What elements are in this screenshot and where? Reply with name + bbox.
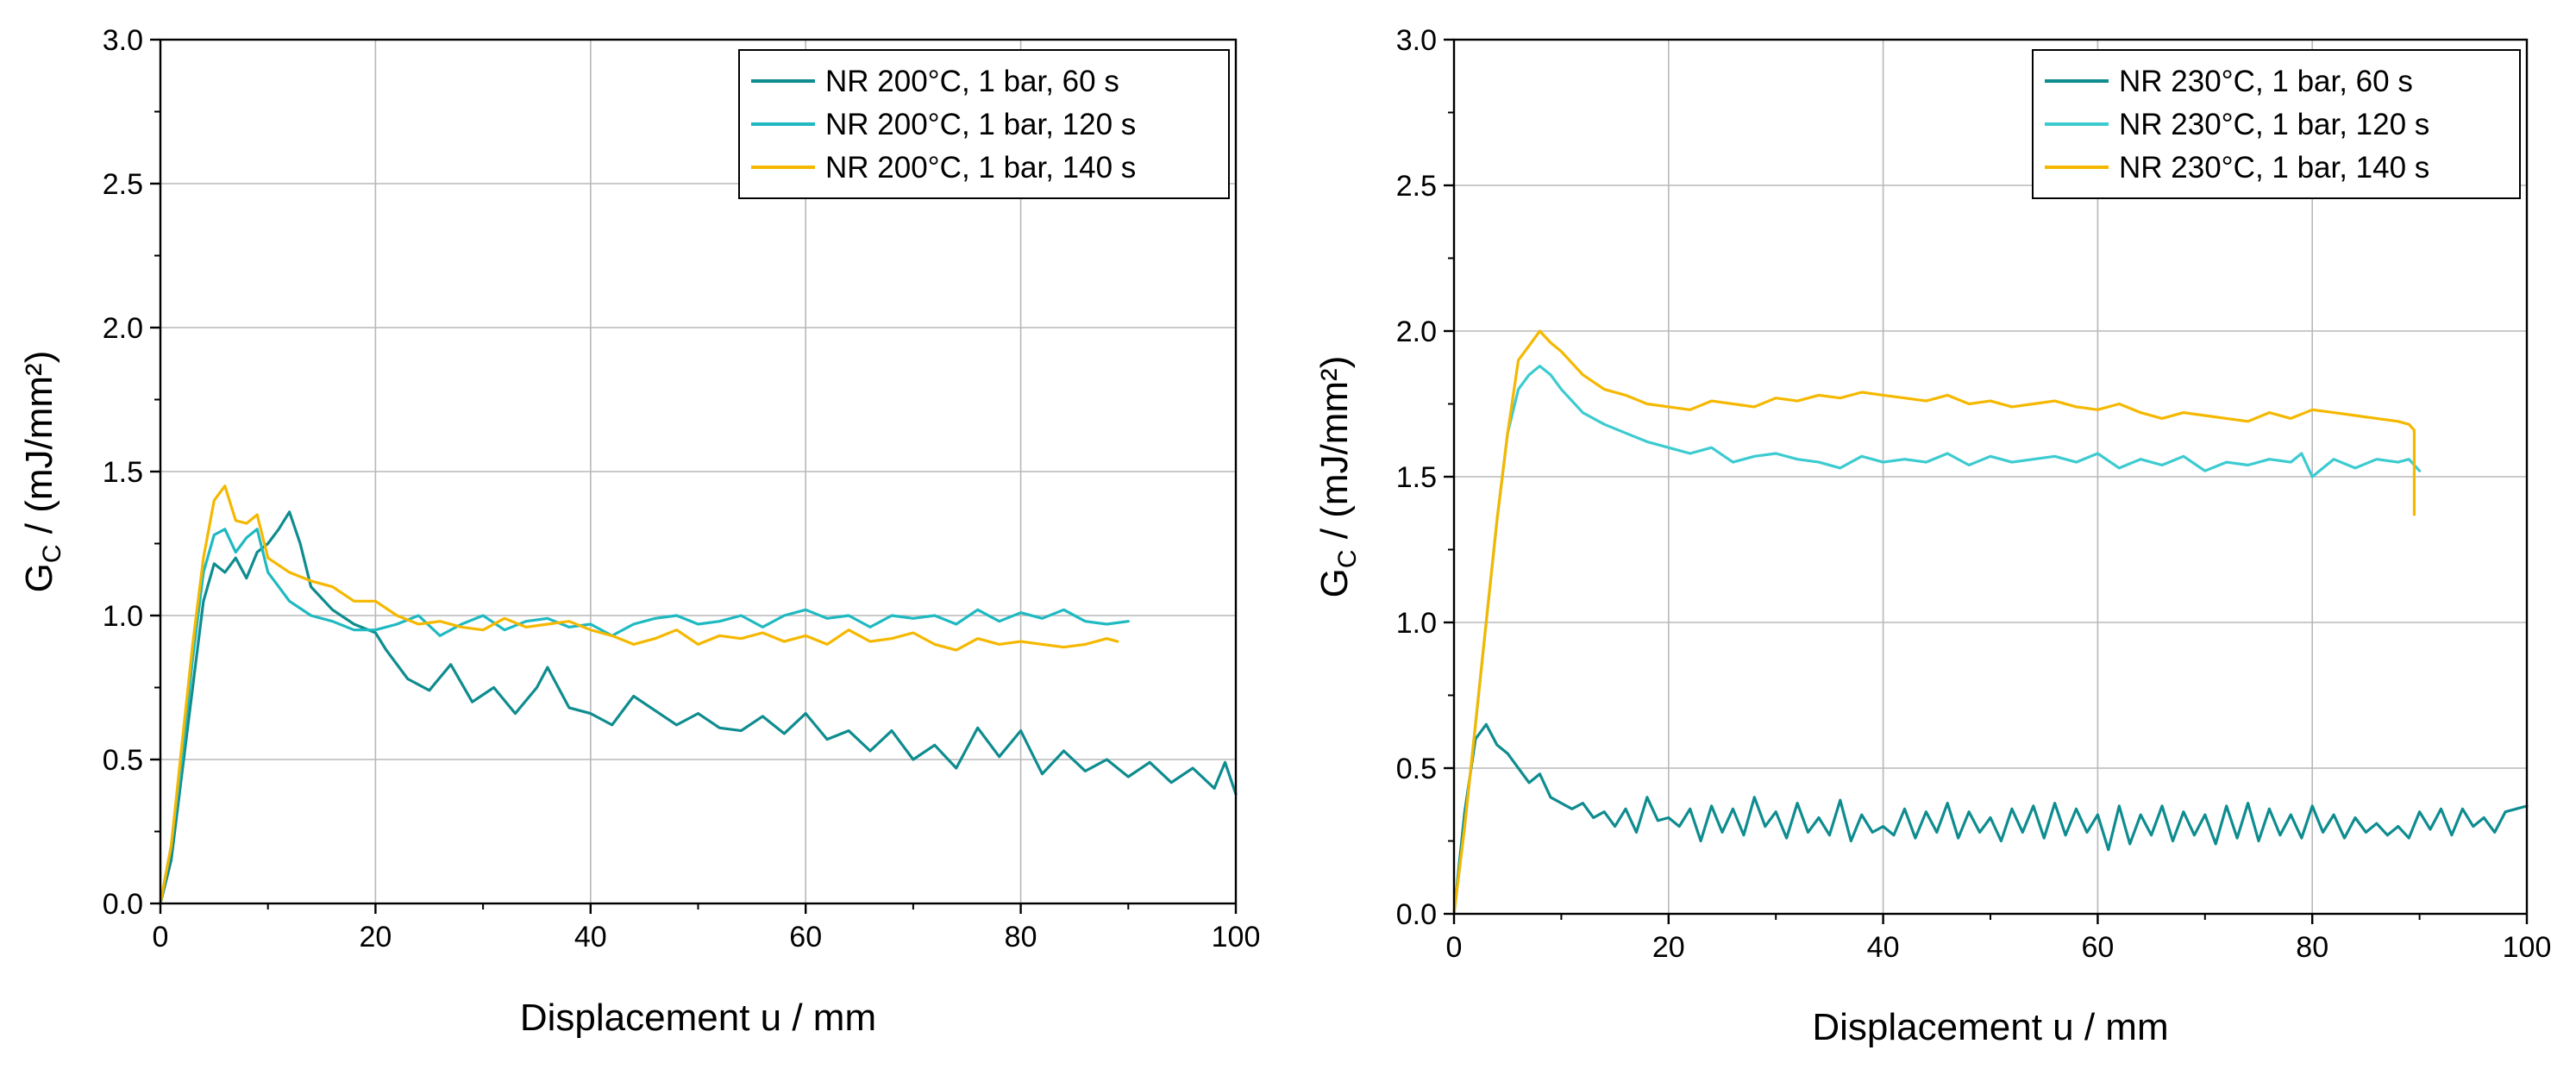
legend: NR 200°C, 1 bar, 60 s NR 200°C, 1 bar, 12… bbox=[738, 49, 1230, 199]
y-axis-title-main: G bbox=[18, 563, 60, 592]
y-tick-label: 0.5 bbox=[103, 744, 143, 777]
legend-box bbox=[2032, 49, 2521, 199]
y-tick-label: 1.0 bbox=[1396, 607, 1437, 640]
series-line-2 bbox=[1452, 365, 2422, 916]
legend-label-2: NR 230°C, 1 bar, 120 s bbox=[2119, 108, 2429, 141]
y-axis-title-subscript: C bbox=[38, 544, 66, 563]
x-tick-label: 80 bbox=[2296, 931, 2328, 964]
axis-ticks: 0 20 40 60 80 100 0.0 0.5 1.0 1.5 2.0 2.5 3.0 bbox=[103, 24, 1261, 953]
x-tick-label: 100 bbox=[1212, 921, 1261, 953]
x-axis-title: Displacement u / mm bbox=[1812, 1006, 2168, 1048]
y-tick-label: 0.0 bbox=[103, 888, 143, 921]
x-tick-label: 40 bbox=[1867, 931, 1900, 964]
series-line-3 bbox=[159, 484, 1119, 905]
x-tick-label: 100 bbox=[2503, 931, 2552, 964]
y-tick-label: 2.0 bbox=[103, 312, 143, 345]
y-axis-title-unit: / (mJ/mm²) bbox=[18, 351, 60, 545]
x-tick-label: 20 bbox=[1652, 931, 1685, 964]
series-line-1 bbox=[1452, 722, 2529, 916]
legend-label-1: NR 230°C, 1 bar, 60 s bbox=[2119, 65, 2413, 98]
y-tick-label: 2.0 bbox=[1396, 316, 1437, 348]
y-tick-label: 3.0 bbox=[1396, 24, 1437, 57]
x-tick-label: 20 bbox=[359, 921, 392, 953]
y-tick-label: 1.5 bbox=[1396, 461, 1437, 494]
x-axis-title: Displacement u / mm bbox=[520, 997, 876, 1039]
series-group bbox=[1452, 329, 2529, 916]
series-line-3 bbox=[1452, 329, 2416, 916]
series-line-1 bbox=[159, 510, 1238, 905]
y-axis-title-unit: / (mJ/mm²) bbox=[1313, 356, 1356, 550]
legend-box bbox=[738, 49, 1230, 199]
y-tick-label: 0.0 bbox=[1396, 898, 1437, 931]
x-tick-label: 80 bbox=[1005, 921, 1037, 953]
legend-label-3: NR 200°C, 1 bar, 140 s bbox=[825, 151, 1136, 184]
y-tick-label: 1.5 bbox=[103, 456, 143, 489]
x-tick-label: 40 bbox=[574, 921, 607, 953]
axis-ticks: 0 20 40 60 80 100 0.0 0.5 1.0 1.5 2.0 2.5 3.0 bbox=[1396, 24, 2552, 964]
chart-panel-right: 0 20 40 60 80 100 0.0 0.5 1.0 1.5 2.0 2.5 3.0 Displac… bbox=[1313, 24, 2551, 1048]
x-tick-label: 0 bbox=[1446, 931, 1463, 964]
legend: NR 230°C, 1 bar, 60 s NR 230°C, 1 bar, 12… bbox=[2032, 49, 2521, 199]
series-line-2 bbox=[159, 528, 1130, 905]
y-tick-label: 0.5 bbox=[1396, 753, 1437, 785]
chart-panel-left: 0 20 40 60 80 100 0.0 0.5 1.0 1.5 2.0 2.5 3.0 Displac… bbox=[18, 24, 1260, 1039]
x-tick-label: 60 bbox=[2081, 931, 2114, 964]
y-axis-title-subscript: C bbox=[1333, 549, 1362, 568]
y-tick-label: 3.0 bbox=[103, 24, 143, 57]
y-tick-label: 1.0 bbox=[103, 600, 143, 633]
y-axis-title: GC / (mJ/mm²) bbox=[1313, 356, 1362, 598]
legend-label-2: NR 200°C, 1 bar, 120 s bbox=[825, 108, 1136, 141]
y-tick-label: 2.5 bbox=[1396, 170, 1437, 203]
x-tick-label: 0 bbox=[153, 921, 169, 953]
x-tick-label: 60 bbox=[789, 921, 822, 953]
series-group bbox=[159, 484, 1238, 905]
y-axis-title-main: G bbox=[1313, 568, 1356, 597]
legend-label-3: NR 230°C, 1 bar, 140 s bbox=[2119, 151, 2429, 184]
legend-label-1: NR 200°C, 1 bar, 60 s bbox=[825, 65, 1119, 98]
y-tick-label: 2.5 bbox=[103, 168, 143, 201]
y-axis-title: GC / (mJ/mm²) bbox=[18, 351, 66, 593]
